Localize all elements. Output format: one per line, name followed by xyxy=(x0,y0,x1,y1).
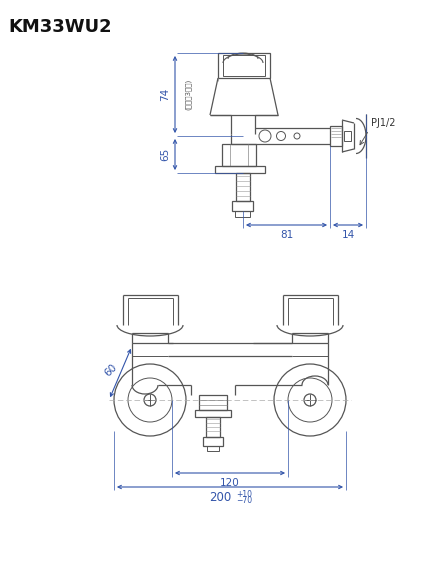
Text: 200: 200 xyxy=(209,490,231,504)
Bar xyxy=(206,417,220,437)
Bar xyxy=(344,131,351,141)
Bar xyxy=(207,446,219,451)
Text: 74: 74 xyxy=(160,88,170,101)
Bar xyxy=(203,437,223,446)
Bar xyxy=(215,166,265,173)
Bar xyxy=(232,201,253,211)
Bar xyxy=(218,53,270,78)
Text: 60: 60 xyxy=(102,362,119,378)
Text: −70: −70 xyxy=(236,495,252,504)
Bar xyxy=(195,410,231,417)
Text: +10: +10 xyxy=(236,490,252,499)
Text: KM33WU2: KM33WU2 xyxy=(8,18,112,36)
Text: 14: 14 xyxy=(341,230,354,240)
Bar xyxy=(236,173,250,201)
Bar xyxy=(222,144,256,166)
Bar xyxy=(235,211,250,217)
Bar xyxy=(330,126,342,146)
Bar xyxy=(199,395,227,410)
Text: (リフト3以上): (リフト3以上) xyxy=(185,79,191,110)
Text: 65: 65 xyxy=(160,148,170,161)
Bar xyxy=(223,55,265,76)
Text: 81: 81 xyxy=(280,230,293,240)
Text: PJ1/2: PJ1/2 xyxy=(371,118,395,128)
Text: 120: 120 xyxy=(220,478,240,488)
